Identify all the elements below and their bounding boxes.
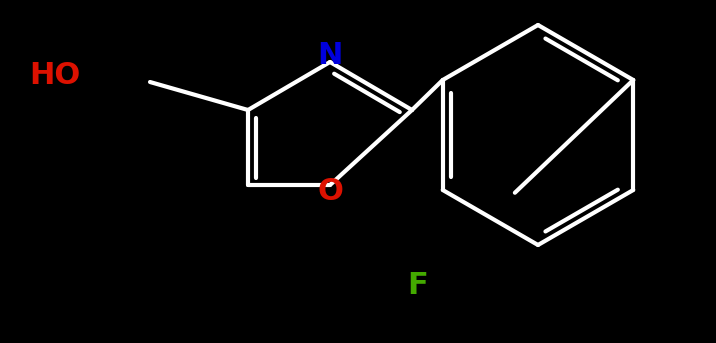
Text: O: O (317, 177, 343, 206)
Text: F: F (407, 271, 428, 299)
Text: N: N (317, 40, 343, 70)
Text: HO: HO (29, 60, 81, 90)
